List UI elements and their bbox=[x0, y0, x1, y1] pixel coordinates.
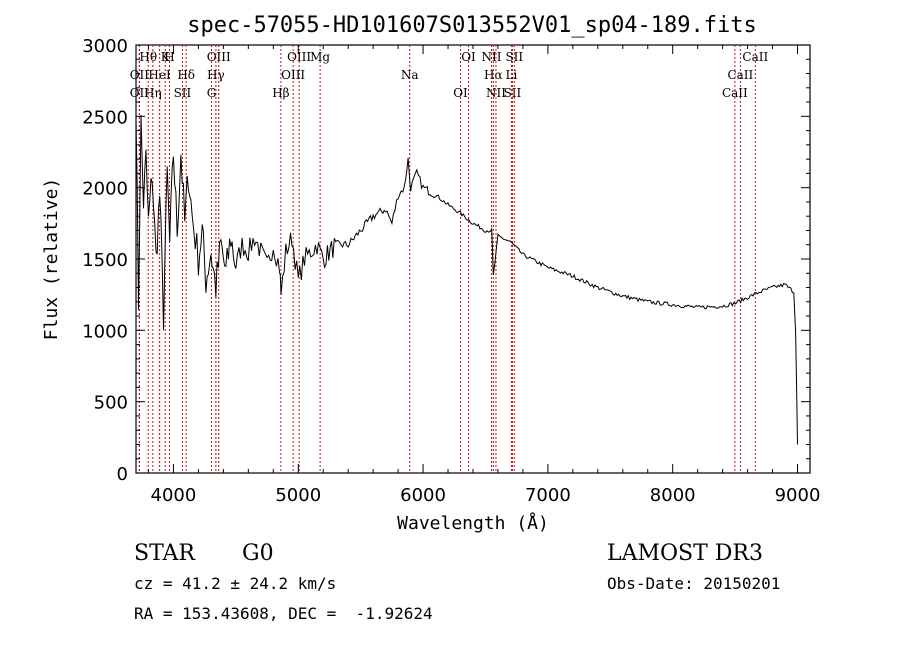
spectral-line-label: Hα bbox=[484, 68, 503, 82]
spectral-line-label: Hβ bbox=[272, 86, 289, 100]
y-tick-label: 1000 bbox=[82, 321, 128, 342]
spectral-lines: HθOIIOIIKHeIHηHHδSIIOIIIHγGOIIIOIIIHβMgN… bbox=[130, 45, 768, 473]
spectral-line-label: OIII bbox=[287, 50, 311, 64]
survey-name: LAMOST DR3 bbox=[607, 541, 763, 566]
spectral-line-label: OI bbox=[453, 86, 468, 100]
spectral-line-label: Na bbox=[401, 68, 419, 82]
spectral-line-label: G bbox=[207, 86, 217, 100]
spectral-line-label: Hη bbox=[144, 86, 162, 100]
y-tick-label: 2500 bbox=[82, 107, 128, 128]
spectrum-line bbox=[135, 114, 798, 445]
spectral-line-label: NII bbox=[481, 50, 501, 64]
x-tick-label: 5000 bbox=[275, 485, 321, 506]
spectral-line-label: Hδ bbox=[177, 68, 195, 82]
spectral-line-label: HeI bbox=[148, 68, 171, 82]
spectral-line-label: SII bbox=[504, 86, 522, 100]
spectral-line-label: OI bbox=[461, 50, 476, 64]
spectral-line-label: Li bbox=[506, 68, 518, 82]
y-tick-label: 1500 bbox=[82, 250, 128, 271]
spectral-line-label: H bbox=[164, 50, 174, 64]
y-axis-label: Flux (relative) bbox=[41, 178, 62, 341]
y-tick-label: 0 bbox=[117, 464, 128, 485]
spectral-line-label: CaII bbox=[742, 50, 768, 64]
x-axis-label: Wavelength (Å) bbox=[397, 512, 549, 534]
coordinates: RA = 153.43608, DEC = -1.92624 bbox=[134, 604, 433, 623]
object-type: STAR bbox=[134, 541, 195, 566]
chart-title: spec-57055-HD101607S013552V01_sp04-189.f… bbox=[187, 13, 757, 38]
x-tick-label: 9000 bbox=[775, 485, 821, 506]
spectral-line-label: Hγ bbox=[207, 68, 225, 82]
x-tick-label: 7000 bbox=[525, 485, 571, 506]
spectral-line-label: K bbox=[161, 50, 171, 64]
observation-date: Obs-Date: 20150201 bbox=[607, 574, 781, 593]
spectral-line-label: CaII bbox=[727, 68, 753, 82]
spectral-line-label: Mg bbox=[310, 50, 330, 64]
y-tick-label: 2000 bbox=[82, 179, 128, 200]
x-tick-label: 8000 bbox=[650, 485, 696, 506]
y-tick-label: 500 bbox=[94, 393, 128, 414]
spectrum-series bbox=[135, 114, 798, 445]
spectral-line-label: OII bbox=[130, 86, 150, 100]
spectral-line-label: SII bbox=[505, 50, 523, 64]
spectral-line-label: NII bbox=[486, 86, 506, 100]
x-tick-label: 6000 bbox=[400, 485, 446, 506]
redshift-velocity: cz = 41.2 ± 24.2 km/s bbox=[134, 574, 337, 593]
y-tick-label: 3000 bbox=[82, 36, 128, 57]
axis-ticks: 4000 5000 6000 7000 8000 9000 0 500 1000 1500 2000… bbox=[82, 36, 820, 506]
spectral-line-label: CaII bbox=[722, 86, 748, 100]
spectral-line-label: SII bbox=[174, 86, 192, 100]
subclass: G0 bbox=[242, 541, 274, 566]
spectral-line-label: Hθ bbox=[139, 50, 157, 64]
x-tick-label: 4000 bbox=[151, 485, 197, 506]
spectral-line-label: OIII bbox=[207, 50, 231, 64]
spectral-line-label: OIII bbox=[281, 68, 305, 82]
